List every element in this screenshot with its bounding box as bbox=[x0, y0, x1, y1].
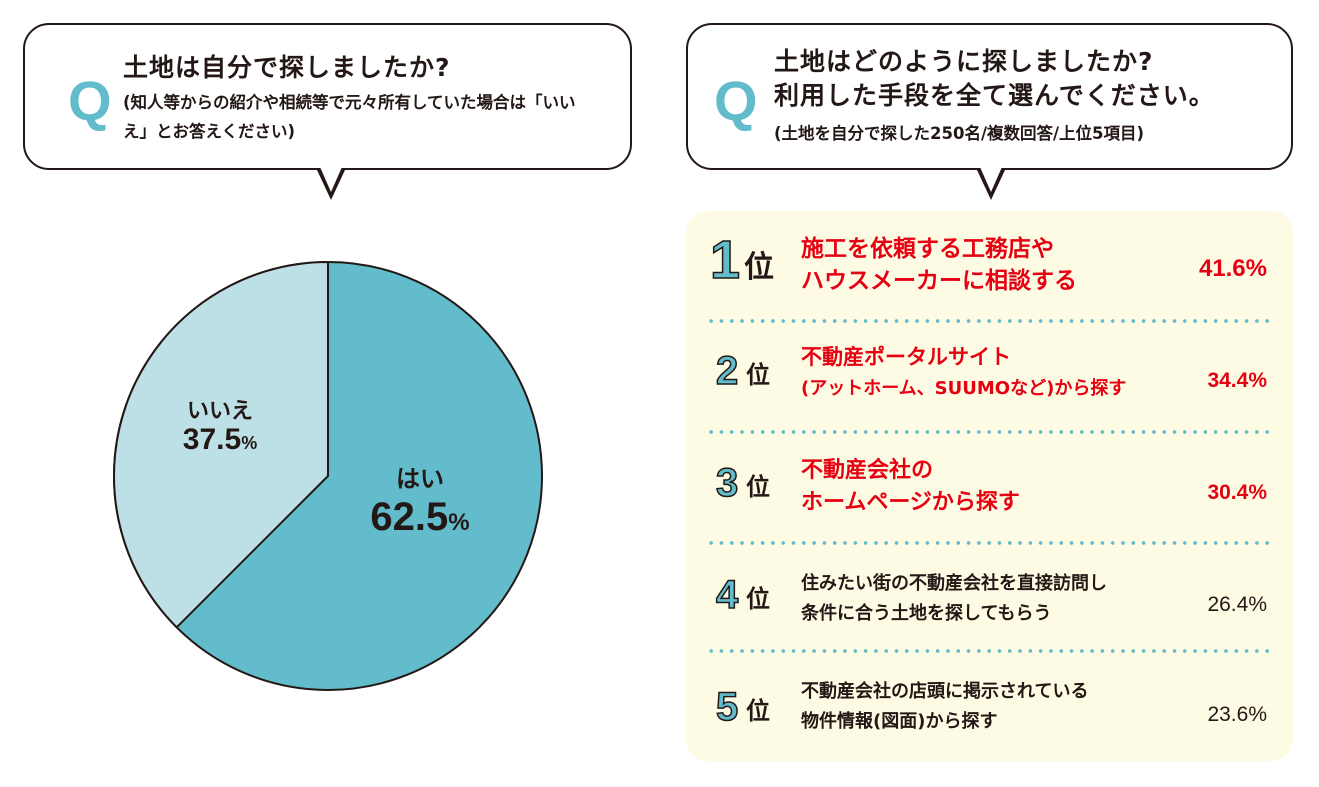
rank-percent: 26.4% bbox=[1207, 593, 1267, 616]
pie-label-no: いいえ 37.5% bbox=[150, 398, 290, 459]
ranking-panel: 1 位 施工を依頼する工務店や ハウスメーカーに相談する 41.6% 2 位 不… bbox=[686, 211, 1293, 761]
rank-percent: 34.4% bbox=[1207, 369, 1267, 392]
q-mark-icon: Q bbox=[714, 69, 758, 132]
rank-suffix: 位 bbox=[746, 473, 770, 501]
ranking-row-2: 2 位 不動産ポータルサイト (アットホーム、SUUMOなど)から探す 34.4… bbox=[686, 323, 1293, 433]
rank-number: 1 bbox=[709, 230, 741, 290]
rank-suffix: 位 bbox=[746, 361, 770, 389]
dotted-divider bbox=[706, 649, 1274, 653]
question-bubble-land-self-search: Q 土地は自分で探しましたか? (知人等からの紹介や相続等で元々所有していた場合… bbox=[23, 23, 632, 200]
rank-description: 不動産ポータルサイト (アットホーム、SUUMOなど)から探す bbox=[801, 345, 1127, 399]
rank-description: 不動産会社の ホームページから探す bbox=[801, 458, 1020, 515]
question-bubble-search-method: Q 土地はどのように探しましたか? 利用した手段を全て選んでください。 (土地を… bbox=[686, 23, 1293, 200]
q-mark-icon: Q bbox=[68, 69, 112, 132]
dotted-divider bbox=[706, 319, 1274, 323]
rank-percent: 30.4% bbox=[1207, 481, 1267, 504]
question-title-line2: 利用した手段を全て選んでください。 bbox=[774, 81, 1215, 110]
question-subtitle: (知人等からの紹介や相続等で元々所有していた場合は「いいえ」とお答えください) bbox=[123, 93, 576, 141]
ranking-row-5: 5 位 不動産会社の店頭に掲示されている 物件情報(図面)から探す 23.6% bbox=[686, 653, 1293, 763]
pie-slice-no bbox=[113, 260, 329, 629]
pie-label-yes: はい 62.5% bbox=[330, 465, 510, 545]
rank-description: 不動産会社の店頭に掲示されている 物件情報(図面)から探す bbox=[801, 681, 1089, 732]
rank-percent: 41.6% bbox=[1198, 255, 1267, 282]
dotted-divider bbox=[706, 541, 1274, 545]
bubble-tail bbox=[317, 167, 345, 200]
question-title: 土地は自分で探しましたか? bbox=[123, 53, 451, 82]
rank-suffix: 位 bbox=[744, 250, 774, 285]
rank-number: 3 bbox=[715, 461, 739, 505]
question-title-line1: 土地はどのように探しましたか? bbox=[774, 47, 1154, 76]
rank-number: 4 bbox=[715, 573, 739, 617]
rank-suffix: 位 bbox=[746, 585, 770, 613]
pie-label-no-text: いいえ bbox=[186, 398, 253, 423]
ranking-row-3: 3 位 不動産会社の ホームページから探す 30.4% bbox=[686, 433, 1293, 543]
ranking-row-4: 4 位 住みたい街の不動産会社を直接訪問し 条件に合う土地を探してもらう 26.… bbox=[686, 545, 1293, 655]
rank-number: 5 bbox=[715, 685, 739, 729]
rank-description: 住みたい街の不動産会社を直接訪問し 条件に合う土地を探してもらう bbox=[801, 573, 1107, 624]
rank-suffix: 位 bbox=[746, 697, 770, 725]
rank-percent: 23.6% bbox=[1207, 703, 1267, 726]
rank-description: 施工を依頼する工務店や ハウスメーカーに相談する bbox=[801, 236, 1077, 294]
pie-label-yes-value: 62.5% bbox=[370, 495, 470, 539]
pie-chart bbox=[113, 260, 543, 691]
question-title: 土地はどのように探しましたか? 利用した手段を全て選んでください。 bbox=[774, 45, 1215, 113]
bubble-tail bbox=[977, 167, 1005, 200]
rank-number: 2 bbox=[715, 349, 739, 393]
ranking-row-1: 1 位 施工を依頼する工務店や ハウスメーカーに相談する 41.6% bbox=[686, 211, 1293, 321]
pie-label-yes-text: はい bbox=[396, 466, 444, 493]
dotted-divider bbox=[706, 430, 1274, 434]
pie-label-no-value: 37.5% bbox=[182, 423, 258, 456]
question-subtitle: (土地を自分で探した250名/複数回答/上位5項目) bbox=[774, 124, 1145, 143]
